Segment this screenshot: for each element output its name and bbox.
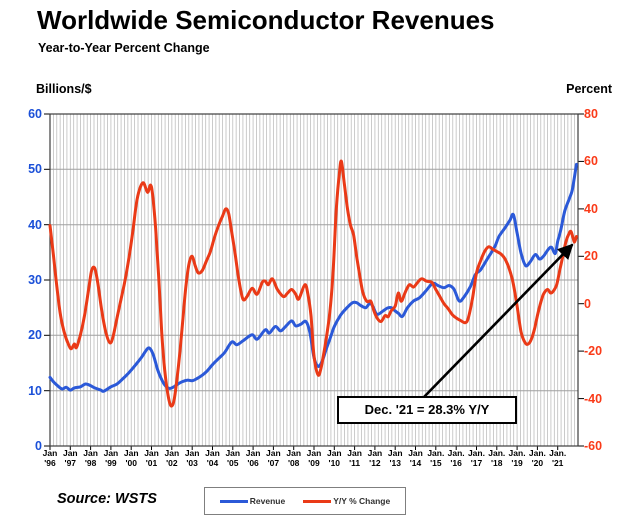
x-axis-tick-label: Jan '14: [408, 448, 423, 468]
right-axis-tick-label: 80: [584, 107, 598, 121]
x-axis-tick-label: Jan '10: [326, 448, 342, 468]
x-axis-tick-label: Jan. '16: [447, 448, 465, 468]
x-axis-tick-label: Jan. '15: [427, 448, 445, 468]
x-axis-tick-label: Jan. '18: [488, 448, 506, 468]
x-axis-tick-label: Jan. '19: [508, 448, 526, 468]
right-axis-tick-label: -60: [584, 439, 603, 453]
x-axis-tick-label: Jan '98: [83, 448, 98, 468]
left-axis-tick-label: 30: [28, 273, 42, 287]
x-axis-tick-label: Jan '12: [367, 448, 383, 468]
x-axis-tick-label: Jan '08: [286, 448, 302, 468]
x-axis-tick-label: Jan '13: [387, 448, 403, 468]
right-axis-tick-label: -40: [584, 391, 603, 406]
x-axis-tick-label: Jan '96: [42, 448, 58, 468]
x-axis-tick-label: Jan '06: [245, 448, 261, 468]
left-axis-tick-label: 10: [28, 383, 42, 398]
legend-item-revenue: Revenue: [219, 496, 286, 506]
chart-subtitle: Year-to-Year Percent Change: [38, 41, 210, 55]
right-axis-tick-label: 0: [584, 296, 591, 311]
left-axis-tick-label: 60: [28, 107, 42, 121]
legend-label-revenue: Revenue: [249, 496, 286, 506]
x-axis-tick-label: Jan '04: [205, 448, 220, 468]
x-axis-tick-label: Jan. '21: [549, 448, 567, 468]
right-axis-title: Percent: [566, 82, 612, 96]
x-axis-tick-label: Jan '05: [225, 448, 241, 468]
x-axis-tick-label: Jan '97: [62, 448, 78, 468]
left-axis-tick-label: 20: [28, 328, 42, 343]
x-axis-tick-label: Jan '00: [123, 448, 139, 468]
left-axis-title: Billions/$: [36, 82, 92, 96]
right-axis-tick-label: -20: [584, 344, 603, 359]
x-axis-tick-label: Jan '07: [266, 448, 281, 468]
right-axis-tick-label: 40: [584, 201, 598, 216]
legend-item-yoy: Y/Y % Change: [303, 496, 390, 506]
x-axis-tick-label: Jan '99: [103, 448, 119, 468]
legend: Revenue Y/Y % Change: [204, 487, 406, 515]
legend-label-yoy: Y/Y % Change: [333, 496, 391, 506]
revenue-line-swatch: [219, 499, 248, 503]
x-axis-tick-label: Jan '09: [306, 448, 322, 468]
right-axis-tick-label: 60: [584, 154, 598, 169]
yoy-line-swatch: [303, 499, 332, 503]
left-axis-tick-label: 50: [28, 162, 42, 177]
x-axis-tick-label: Jan '01: [144, 448, 159, 468]
x-axis-tick-label: Jan '02: [164, 448, 180, 468]
left-axis-tick-label: 0: [35, 439, 42, 453]
chart-title: Worldwide Semiconductor Revenues: [37, 5, 495, 35]
right-axis-tick-label: 20: [584, 249, 598, 264]
x-axis-tick-label: Jan. '20: [528, 448, 546, 468]
x-axis-tick-label: Jan '03: [184, 448, 200, 468]
x-axis-tick-label: Jan. '17: [467, 448, 485, 468]
annotation-callout: Dec. '21 = 28.3% Y/Y: [337, 396, 517, 424]
left-axis-tick-label: 40: [28, 217, 42, 232]
source-note: Source: WSTS: [57, 491, 157, 507]
x-axis-tick-label: Jan '11: [347, 448, 362, 468]
